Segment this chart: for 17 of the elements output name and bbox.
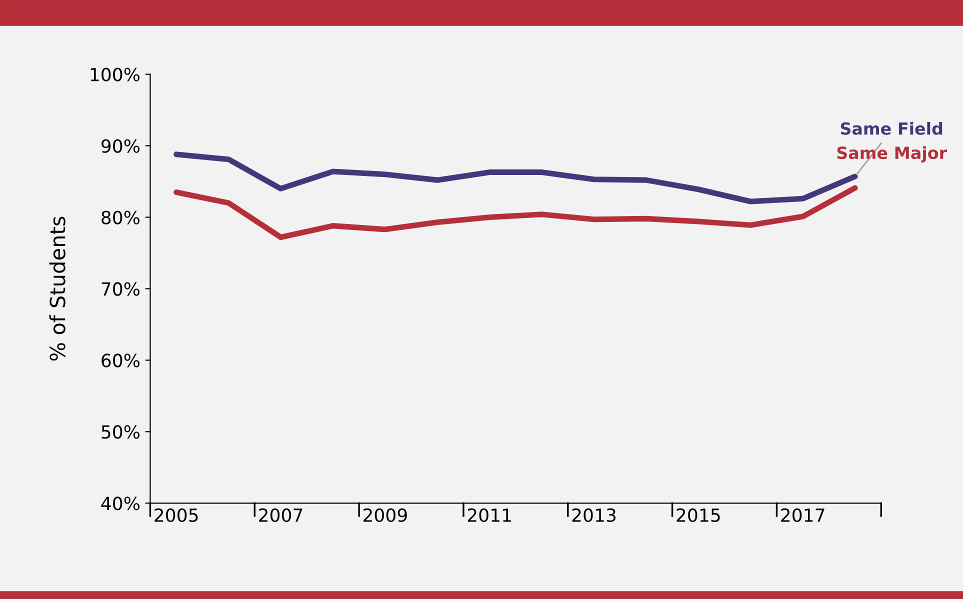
text: Same Field xyxy=(840,122,942,135)
y-tick-label: 80% xyxy=(102,210,140,224)
series-label: Same Major xyxy=(837,146,948,162)
y-tick-label: 60% xyxy=(102,354,140,368)
x-tick-label: 2009 xyxy=(364,508,407,522)
x-tick-label: 2017 xyxy=(781,508,824,522)
x-tick-label: 2011 xyxy=(468,508,511,522)
y-tick-label: 90% xyxy=(102,139,140,153)
y-tick-label: 40% xyxy=(101,496,140,510)
x-tick-label: 2013 xyxy=(572,508,616,522)
y-tick-label: 70% xyxy=(102,282,140,296)
x-tick-label: 2005 xyxy=(154,508,198,522)
y-tick-label: 100% xyxy=(90,68,140,82)
y-tick-label: 50% xyxy=(102,425,140,439)
x-tick-label: 2015 xyxy=(676,508,720,522)
y-axis-title: % of Students xyxy=(49,216,66,361)
x-tick-label: 2007 xyxy=(259,508,302,522)
